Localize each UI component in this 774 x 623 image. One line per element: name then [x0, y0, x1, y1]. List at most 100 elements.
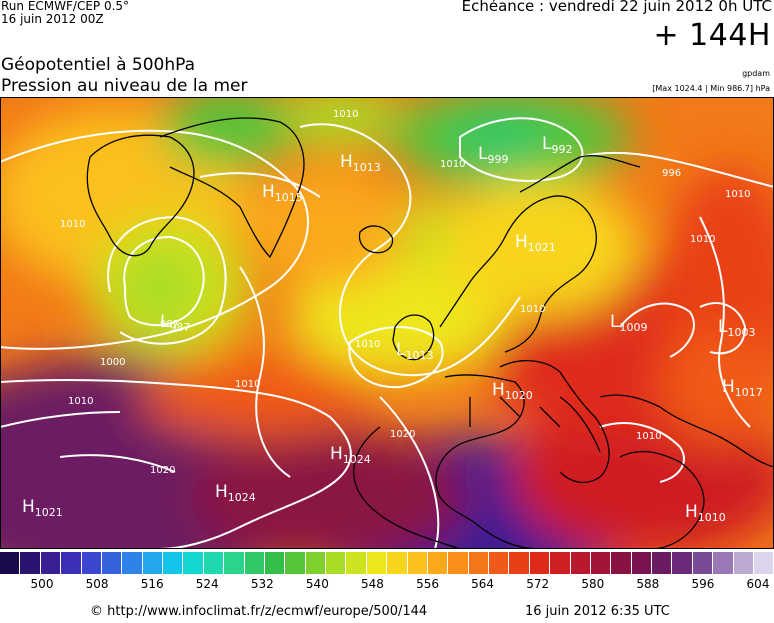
pressure-centers: H1013 H1015 L999 L992 L987 L1013 L1009 L1003 H10…: [22, 134, 763, 524]
isobar-label: 996: [662, 168, 681, 179]
isobar-label: 987: [160, 319, 179, 330]
color-scale-tick: 524: [195, 577, 219, 591]
pressure-center-l-1013: L1013: [396, 340, 433, 362]
color-scale-tick: 604: [746, 577, 770, 591]
pressure-center-l-992: L992: [542, 134, 572, 156]
isobar-label: 1010: [725, 189, 750, 200]
color-scale-tick: 500: [30, 577, 54, 591]
color-scale-tick: 572: [526, 577, 550, 591]
pressure-center-h-1017: H1017: [722, 377, 763, 399]
isobar-label: 1010: [440, 159, 465, 170]
color-swatch: [570, 552, 591, 574]
color-swatch: [550, 552, 571, 574]
coastlines: [86, 117, 774, 549]
geopotential-field: [0, 97, 774, 549]
color-scale-bar: [0, 552, 774, 574]
pressure-center-h-1021-b: H1021: [515, 232, 556, 254]
color-scale-tick: 532: [250, 577, 274, 591]
color-swatch: [611, 552, 632, 574]
color-scale-tick: 588: [636, 577, 660, 591]
pressure-center-h-1024-b: H1024: [215, 482, 256, 504]
source-url: © http://www.infoclimat.fr/z/ecmwf/europ…: [90, 604, 428, 619]
color-swatch: [61, 552, 82, 574]
color-scale-tick: 548: [361, 577, 384, 591]
color-swatch: [20, 552, 41, 574]
color-swatch: [733, 552, 754, 574]
color-swatch: [264, 552, 286, 574]
isobar-label: 1010: [235, 379, 260, 390]
color-swatch: [183, 552, 204, 574]
color-scale-tick: 516: [140, 577, 164, 591]
max-min-label: [Max 1024.4 | Min 986.7] hPa: [652, 84, 770, 93]
isobar-label: 1020: [150, 465, 175, 476]
isobar-label: 1020: [390, 429, 415, 440]
isobar-label: 1010: [636, 431, 661, 442]
color-swatch: [672, 552, 693, 574]
color-swatch: [81, 552, 102, 574]
color-swatch: [468, 552, 489, 574]
color-swatch: [346, 552, 367, 574]
run-model-label: Run ECMWF/CEP 0.5°: [1, 0, 130, 13]
color-scale-tick: 540: [305, 577, 329, 591]
pressure-center-h-1020: H1020: [492, 380, 533, 402]
color-swatch: [122, 552, 143, 574]
color-swatch: [244, 552, 265, 574]
color-swatch: [652, 552, 673, 574]
color-swatch: [489, 552, 510, 574]
color-swatch: [713, 552, 734, 574]
color-swatch: [40, 552, 62, 574]
map-title-pressure: Pression au niveau de la mer: [1, 76, 248, 96]
forecast-step: + 144H: [653, 18, 771, 53]
color-scale-tick: 508: [85, 577, 109, 591]
isobar-label: 1010: [68, 396, 93, 407]
weather-map: H1013 H1015 L999 L992 L987 L1013 L1009 L1003 H10…: [0, 97, 774, 549]
pressure-center-l-1003: L1003: [718, 317, 755, 339]
isobar-label: 1010: [355, 339, 380, 350]
isobar-label: 1010: [690, 234, 715, 245]
color-swatch: [692, 552, 714, 574]
color-swatch: [448, 552, 469, 574]
color-swatch: [753, 552, 774, 574]
color-swatch: [590, 552, 612, 574]
isobar-label: 1010: [60, 219, 85, 230]
color-swatch: [285, 552, 306, 574]
pressure-center-l-1009: L1009: [610, 312, 647, 334]
color-swatch: [407, 552, 428, 574]
color-swatch: [509, 552, 530, 574]
color-scale-tick: 580: [581, 577, 605, 591]
color-swatch: [0, 552, 21, 574]
generation-time: 16 juin 2012 6:35 UTC: [525, 604, 670, 619]
pressure-center-h-1010: H1010: [685, 502, 726, 524]
color-swatch: [163, 552, 184, 574]
color-scale-tick: 556: [416, 577, 439, 591]
isobar-label: 1000: [100, 357, 125, 368]
pressure-center-h-1013: H1013: [340, 152, 381, 174]
color-swatch: [366, 552, 388, 574]
run-date-label: 16 juin 2012 00Z: [1, 12, 104, 26]
color-swatch: [631, 552, 652, 574]
isobar-label: 1010: [333, 109, 358, 120]
pressure-center-h-1021: H1021: [22, 497, 63, 519]
color-scale-ticks: 500 508 516 524 532 540 548 556 564 572 580 588 596 6…: [0, 577, 774, 593]
color-scale-tick: 564: [471, 577, 495, 591]
isobars: [0, 117, 774, 549]
pressure-center-l-987: L987: [160, 312, 190, 334]
isobar-labels: 1010 1010 1010 1000 1010 1010 1020 1020 …: [60, 109, 750, 476]
color-swatch: [387, 552, 408, 574]
color-swatch: [305, 552, 326, 574]
color-scale-tick: 596: [691, 577, 715, 591]
color-swatch: [326, 552, 347, 574]
color-swatch: [224, 552, 245, 574]
forecast-valid-time: Echéance : vendredi 22 juin 2012 0h UTC: [461, 0, 772, 15]
unit-label: gpdam: [742, 69, 770, 78]
color-swatch: [203, 552, 225, 574]
color-swatch: [101, 552, 123, 574]
color-swatch: [142, 552, 163, 574]
map-title-geopotential: Géopotentiel à 500hPa: [1, 55, 196, 75]
color-swatch: [529, 552, 551, 574]
pressure-center-l-999: L999: [478, 144, 508, 166]
pressure-center-h-1015: H1015: [262, 182, 303, 204]
color-swatch: [427, 552, 449, 574]
pressure-center-h-1024-a: H1024: [330, 444, 371, 466]
